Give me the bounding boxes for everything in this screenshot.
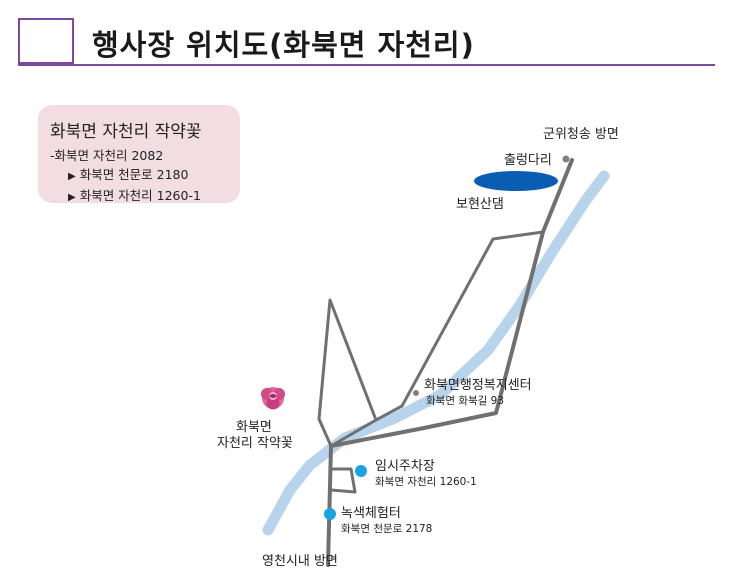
river [262,170,610,536]
info-card-route-2: ▶ 화북면 자천리 1260-1 [50,186,230,207]
title-underline [18,64,715,66]
triangle-icon: ▶ [68,192,76,203]
label-admin-center-addr: 화북면 화북길 93 [426,395,504,407]
main-road [326,158,574,567]
bohyeon-dam [474,171,558,191]
label-chulryeong-bridge: 출렁다리 [504,153,552,168]
info-card: 화북면 자천리 작약꽃 -화북면 자천리 2082 ▶ 화북면 천문로 2180 … [38,105,240,203]
label-peony-line2: 자천리 작약꽃 [217,436,293,451]
bridge-marker [562,155,570,163]
title-box [18,18,74,64]
info-card-route-1: ▶ 화북면 천문로 2180 [50,165,230,186]
label-yeongcheon-direction: 영천시내 방면 [262,554,338,569]
label-temp-parking: 임시주차장 [375,459,435,474]
label-gunwi-direction: 군위청송 방면 [543,127,619,142]
info-card-address: -화북면 자천리 2082 [50,148,164,163]
label-green-experience: 녹색체험터 [341,506,401,521]
admin-center-marker [413,390,419,396]
label-bohyeon-dam: 보현산댐 [456,197,504,212]
road-parking-spur [330,467,357,494]
label-peony-line1: 화북면 [236,420,272,435]
info-card-name: 화북면 자천리 작약꽃 [50,122,202,142]
road-peony [317,298,378,448]
route-2-text: 화북면 자천리 1260-1 [79,188,201,203]
page-title: 행사장 위치도(화북면 자천리) [92,28,475,62]
route-1-text: 화북면 천문로 2180 [79,167,189,182]
green-experience-marker [324,508,336,520]
label-green-experience-addr: 화북면 천문로 2178 [341,523,433,535]
label-admin-center: 화북면행정복지센터 [424,378,532,393]
label-temp-parking-addr: 화북면 자천리 1260-1 [375,476,477,488]
parking-marker [355,465,367,477]
triangle-icon: ▶ [68,171,76,182]
peony-flower-icon [261,387,285,410]
road-branch-west [375,230,544,422]
